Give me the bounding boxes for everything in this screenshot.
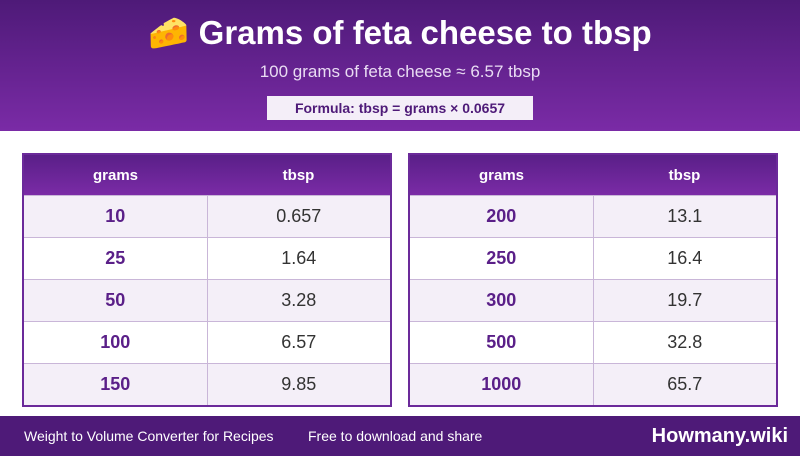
cell: 250 bbox=[408, 237, 594, 280]
column-header: tbsp bbox=[207, 154, 391, 196]
subtitle: 100 grams of feta cheese ≈ 6.57 tbsp bbox=[259, 62, 541, 81]
cell: 0.657 bbox=[206, 195, 392, 238]
column-header: grams bbox=[23, 154, 207, 196]
footer-text: Weight to Volume Converter for Recipes bbox=[24, 428, 274, 444]
row: 10 0.657 bbox=[22, 195, 392, 238]
row: 250 16.4 bbox=[408, 237, 778, 280]
cell: 50 bbox=[22, 279, 208, 322]
column-header: tbsp bbox=[593, 154, 777, 196]
cell: 25 bbox=[22, 237, 208, 280]
cell: 1000 bbox=[408, 363, 594, 407]
cell: 6.57 bbox=[206, 321, 392, 364]
cell: 19.7 bbox=[592, 279, 778, 322]
row: 1000 65.7 bbox=[408, 363, 778, 407]
cell: 13.1 bbox=[592, 195, 778, 238]
cell: 300 bbox=[408, 279, 594, 322]
footer-text: Free to download and share bbox=[308, 428, 483, 444]
header-row: grams tbsp bbox=[23, 154, 391, 196]
formula: Formula: tbsp = grams × 0.0657 bbox=[267, 96, 533, 120]
cell: 65.7 bbox=[592, 363, 778, 407]
cell: 10 bbox=[22, 195, 208, 238]
cell: 32.8 bbox=[592, 321, 778, 364]
cell: 500 bbox=[408, 321, 594, 364]
row: 300 19.7 bbox=[408, 279, 778, 322]
row: 200 13.1 bbox=[408, 195, 778, 238]
header: 🧀 Grams of feta cheese to tbsp 100 grams… bbox=[0, 0, 800, 131]
cell: 1.64 bbox=[206, 237, 392, 280]
row: 150 9.85 bbox=[22, 363, 392, 407]
title: 🧀 Grams of feta cheese to tbsp bbox=[148, 14, 652, 51]
row: 500 32.8 bbox=[408, 321, 778, 364]
row: 50 3.28 bbox=[22, 279, 392, 322]
cell: 150 bbox=[22, 363, 208, 407]
footer: Weight to Volume Converter for Recipes F… bbox=[0, 416, 800, 456]
cell: 100 bbox=[22, 321, 208, 364]
cell: 3.28 bbox=[206, 279, 392, 322]
table: grams tbsp 10 0.657 25 1.64 50 3.28 100 6.57 150 9.… bbox=[22, 153, 392, 407]
row: 100 6.57 bbox=[22, 321, 392, 364]
cell: 200 bbox=[408, 195, 594, 238]
column-header: grams bbox=[409, 154, 593, 196]
row: 25 1.64 bbox=[22, 237, 392, 280]
brand[interactable]: Howmany.wiki bbox=[651, 425, 788, 447]
header-row: grams tbsp bbox=[409, 154, 777, 196]
table: grams tbsp 200 13.1 250 16.4 300 19.7 500 32.8 100… bbox=[408, 153, 778, 407]
cell: 9.85 bbox=[206, 363, 392, 407]
cell: 16.4 bbox=[592, 237, 778, 280]
